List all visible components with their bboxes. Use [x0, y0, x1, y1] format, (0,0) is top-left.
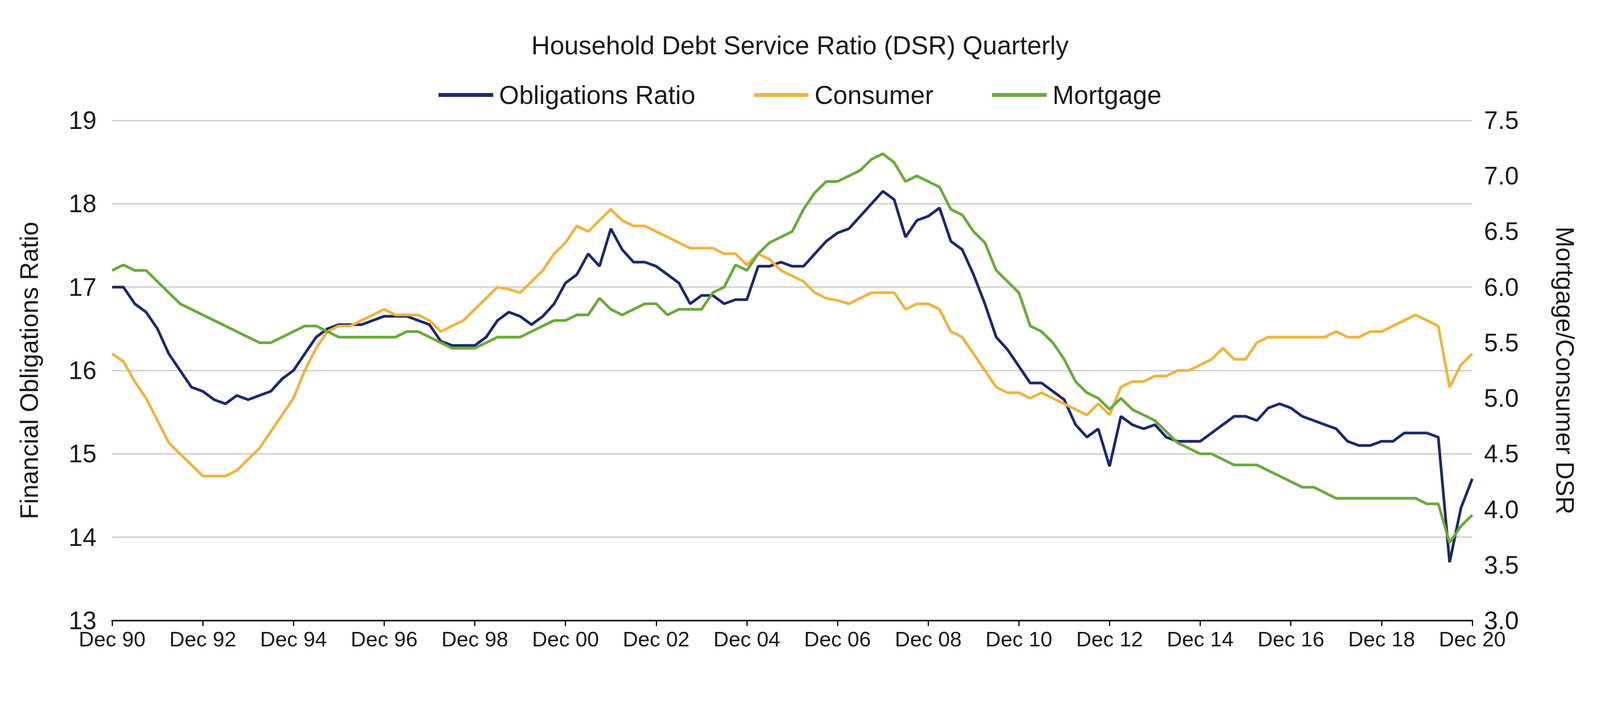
svg-text:6.5: 6.5 — [1483, 217, 1519, 246]
svg-text:Dec 14: Dec 14 — [1166, 626, 1234, 651]
svg-text:6.0: 6.0 — [1483, 273, 1519, 302]
svg-text:Household Debt Service Ratio (: Household Debt Service Ratio (DSR) Quart… — [531, 30, 1069, 60]
svg-text:Dec 08: Dec 08 — [894, 626, 962, 651]
svg-text:Mortgage: Mortgage — [1052, 80, 1162, 110]
svg-text:Consumer: Consumer — [814, 80, 934, 110]
svg-text:7.0: 7.0 — [1483, 161, 1519, 190]
svg-text:5.5: 5.5 — [1483, 328, 1519, 357]
svg-text:Dec 96: Dec 96 — [350, 626, 418, 651]
svg-text:4.0: 4.0 — [1483, 495, 1519, 524]
svg-text:14: 14 — [68, 523, 97, 552]
svg-text:Dec 94: Dec 94 — [260, 626, 327, 651]
svg-text:Mortgage/Consumer DSR: Mortgage/Consumer DSR — [1550, 226, 1579, 515]
svg-text:13: 13 — [68, 606, 97, 635]
svg-text:Financial Obligations Ratio: Financial Obligations Ratio — [15, 221, 44, 519]
svg-text:Dec 00: Dec 00 — [532, 626, 599, 651]
svg-text:Dec 90: Dec 90 — [78, 626, 146, 651]
svg-text:16: 16 — [68, 356, 97, 385]
svg-text:4.5: 4.5 — [1483, 439, 1519, 468]
svg-text:3.5: 3.5 — [1483, 550, 1519, 579]
svg-text:Dec 18: Dec 18 — [1348, 626, 1415, 651]
svg-text:Dec 02: Dec 02 — [622, 626, 690, 651]
svg-text:Dec 06: Dec 06 — [804, 626, 872, 651]
svg-text:Dec 98: Dec 98 — [441, 626, 509, 651]
svg-text:Dec 12: Dec 12 — [1076, 626, 1143, 651]
svg-text:17: 17 — [68, 273, 97, 302]
svg-text:Obligations Ratio: Obligations Ratio — [499, 80, 696, 110]
svg-text:Dec 92: Dec 92 — [169, 626, 237, 651]
svg-text:3.0: 3.0 — [1483, 606, 1519, 635]
svg-text:18: 18 — [68, 189, 97, 218]
svg-text:Dec 16: Dec 16 — [1257, 626, 1325, 651]
svg-text:19: 19 — [68, 106, 97, 135]
svg-text:Dec 04: Dec 04 — [713, 626, 781, 651]
svg-text:15: 15 — [68, 439, 97, 468]
svg-text:7.5: 7.5 — [1483, 106, 1519, 135]
svg-text:Dec 20: Dec 20 — [1438, 626, 1506, 651]
svg-text:5.0: 5.0 — [1483, 383, 1519, 413]
svg-text:Dec 10: Dec 10 — [985, 626, 1053, 651]
